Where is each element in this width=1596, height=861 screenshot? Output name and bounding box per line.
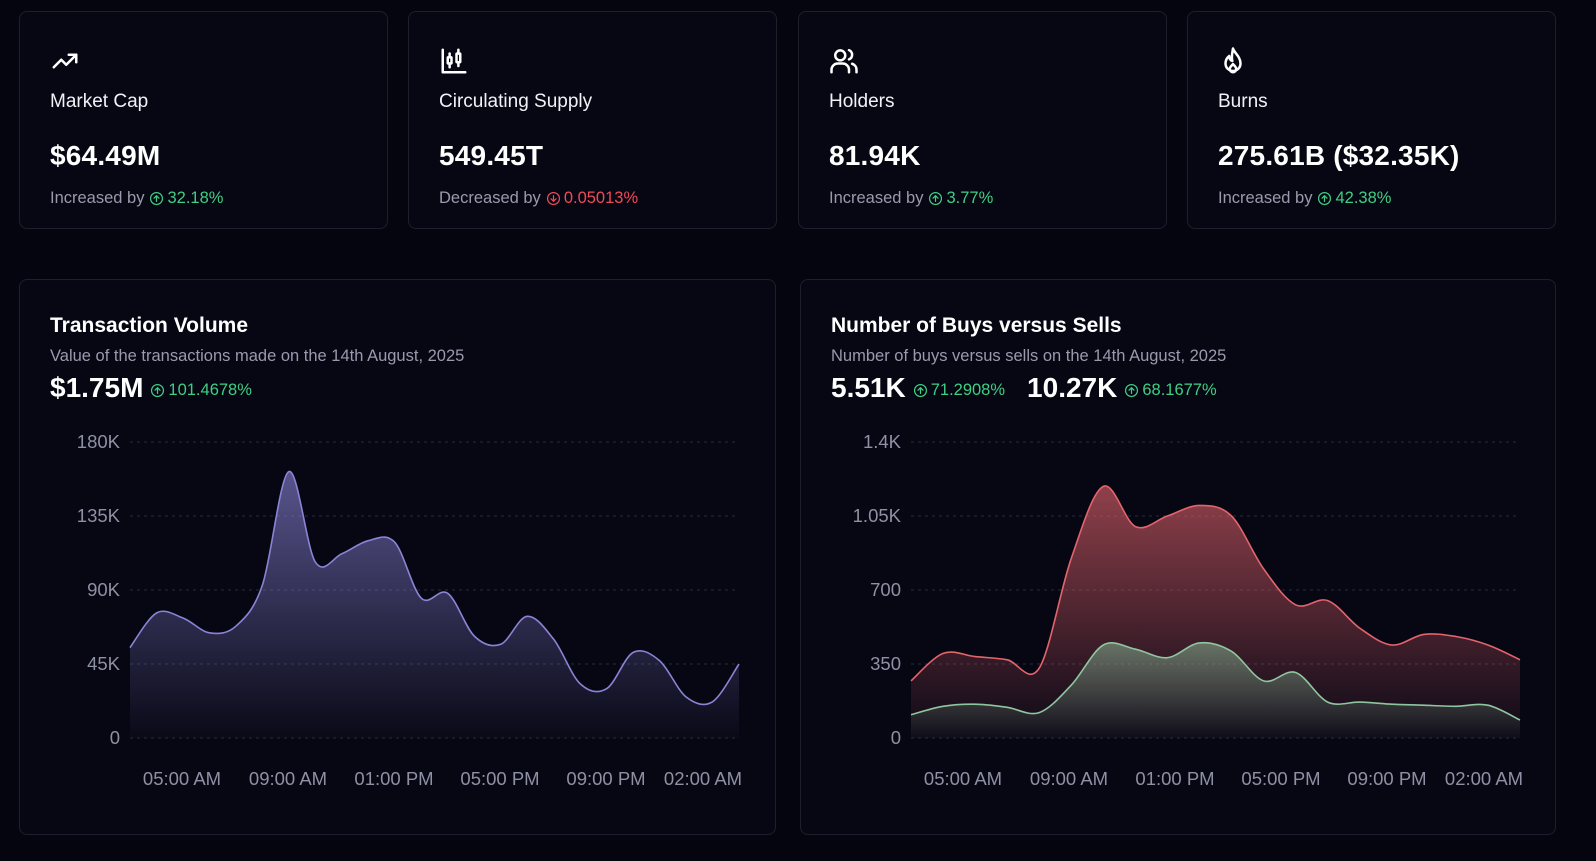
y-tick-label: 0 [110, 727, 120, 748]
stat-change: Decreased by 0.05013% [439, 189, 638, 208]
y-tick-label: 1.05K [853, 505, 902, 526]
y-tick-label: 350 [870, 653, 901, 674]
volume-total: $1.75M [50, 372, 144, 403]
stat-value: $64.49M [50, 140, 161, 171]
stat-label: Market Cap [50, 91, 149, 112]
chart-title: Number of Buys versus Sells [831, 314, 1122, 337]
stat-card-market-cap: Market Cap $64.49M Increased by 32.18% [19, 11, 388, 229]
series-line [910, 641, 1521, 721]
stat-change: Increased by 32.18% [50, 189, 223, 208]
buys-vs-sells-chart: 0 350 700 1.05K 1.4K 05:00 AM 09:00 AM 01:00 PM… [853, 431, 1523, 789]
series-area [130, 471, 739, 738]
x-tick-label: 09:00 PM [1347, 768, 1426, 789]
x-tick-label: 05:00 PM [460, 768, 539, 789]
x-tick-label: 05:00 AM [143, 768, 221, 789]
change-percent: 68.1677% [1142, 381, 1217, 399]
x-tick-label: 09:00 AM [249, 768, 327, 789]
chart-summary: 5.51K 71.2908% 10.27K 68.1677% [831, 372, 1217, 404]
x-tick-label: 01:00 PM [1135, 768, 1214, 789]
volume-change: 101.4678% [150, 381, 252, 400]
stat-value: 275.61B ($32.35K) [1218, 140, 1460, 171]
trending-up-icon [50, 46, 80, 76]
users-icon [829, 46, 859, 76]
x-tick-label: 05:00 AM [924, 768, 1002, 789]
change-prefix: Decreased by [439, 189, 541, 207]
chart-subtitle: Value of the transactions made on the 14… [50, 347, 465, 365]
series-area [911, 642, 1520, 738]
chart-summary: $1.75M 101.4678% [50, 372, 252, 404]
y-tick-label: 135K [77, 505, 121, 526]
stat-label: Holders [829, 91, 895, 112]
change-prefix: Increased by [829, 189, 924, 207]
change-badge: 3.77% [928, 189, 993, 208]
series-area [911, 485, 1520, 738]
y-tick-label: 45K [87, 653, 121, 674]
x-tick-label: 02:00 AM [1445, 768, 1523, 789]
arrow-down-circle-icon [546, 191, 560, 206]
change-percent: 71.2908% [930, 381, 1006, 399]
arrow-up-circle-icon [151, 383, 165, 398]
change-percent: 0.05013% [563, 189, 639, 207]
buys-change: 71.2908% [913, 381, 1005, 400]
stat-card-circulating-supply: Circulating Supply 549.45T Decreased by … [408, 11, 777, 229]
stat-value: 81.94K [829, 140, 921, 171]
change-prefix: Increased by [1218, 189, 1313, 207]
chart-title: Transaction Volume [50, 314, 248, 337]
change-prefix: Increased by [50, 189, 145, 207]
x-tick-label: 02:00 AM [664, 768, 742, 789]
y-tick-label: 180K [77, 431, 121, 452]
candlestick-chart-icon [439, 46, 469, 76]
x-tick-label: 01:00 PM [354, 768, 433, 789]
stat-change: Increased by 3.77% [829, 189, 993, 208]
transaction-volume-panel: Transaction Volume Value of the transact… [19, 279, 776, 835]
change-badge: 42.38% [1317, 189, 1391, 208]
change-percent: 42.38% [1335, 189, 1392, 207]
change-badge: 0.05013% [546, 189, 638, 208]
buys-total: 5.51K [831, 372, 906, 403]
y-tick-label: 1.4K [863, 431, 902, 452]
x-tick-label: 09:00 AM [1030, 768, 1108, 789]
stat-value: 549.45T [439, 140, 544, 171]
series-line [910, 485, 1521, 682]
arrow-up-circle-icon [1125, 383, 1139, 398]
buys-vs-sells-panel: Number of Buys versus Sells Number of bu… [800, 279, 1556, 835]
sells-total: 10.27K [1027, 372, 1118, 403]
chart-subtitle: Number of buys versus sells on the 14th … [831, 347, 1227, 365]
change-badge: 32.18% [149, 189, 223, 208]
change-percent: 32.18% [167, 189, 224, 207]
y-tick-label: 700 [870, 579, 901, 600]
stat-card-holders: Holders 81.94K Increased by 3.77% [798, 11, 1167, 229]
stat-label: Circulating Supply [439, 91, 593, 112]
arrow-up-circle-icon [913, 383, 927, 398]
stat-card-burns: Burns 275.61B ($32.35K) Increased by 42.… [1187, 11, 1556, 229]
transaction-volume-chart: 0 45K 90K 135K 180K 05:00 AM 09:00 AM 01:00 PM 0… [77, 431, 742, 789]
x-tick-label: 05:00 PM [1241, 768, 1320, 789]
arrow-up-circle-icon [1318, 191, 1332, 206]
y-tick-label: 0 [891, 727, 901, 748]
change-percent: 101.4678% [168, 381, 252, 399]
change-percent: 3.77% [946, 189, 994, 207]
series-line [129, 470, 740, 706]
x-tick-label: 09:00 PM [566, 768, 645, 789]
arrow-up-circle-icon [150, 191, 164, 206]
arrow-up-circle-icon [929, 191, 943, 206]
stat-label: Burns [1218, 91, 1268, 112]
sells-change: 68.1677% [1124, 381, 1217, 400]
y-tick-label: 90K [87, 579, 121, 600]
flame-icon [1218, 46, 1248, 76]
stat-change: Increased by 42.38% [1218, 189, 1391, 208]
